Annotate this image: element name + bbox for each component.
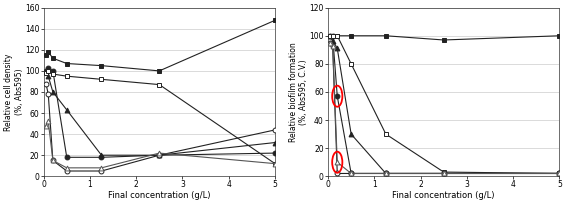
Y-axis label: Relative cell density
(%, Abs595): Relative cell density (%, Abs595) xyxy=(4,53,24,131)
X-axis label: Final concentration (g/L): Final concentration (g/L) xyxy=(108,191,211,200)
X-axis label: Final concentration (g/L): Final concentration (g/L) xyxy=(392,191,495,200)
Y-axis label: Relative biofilm formation
(%, Abs595, C.V.): Relative biofilm formation (%, Abs595, C… xyxy=(289,42,308,142)
